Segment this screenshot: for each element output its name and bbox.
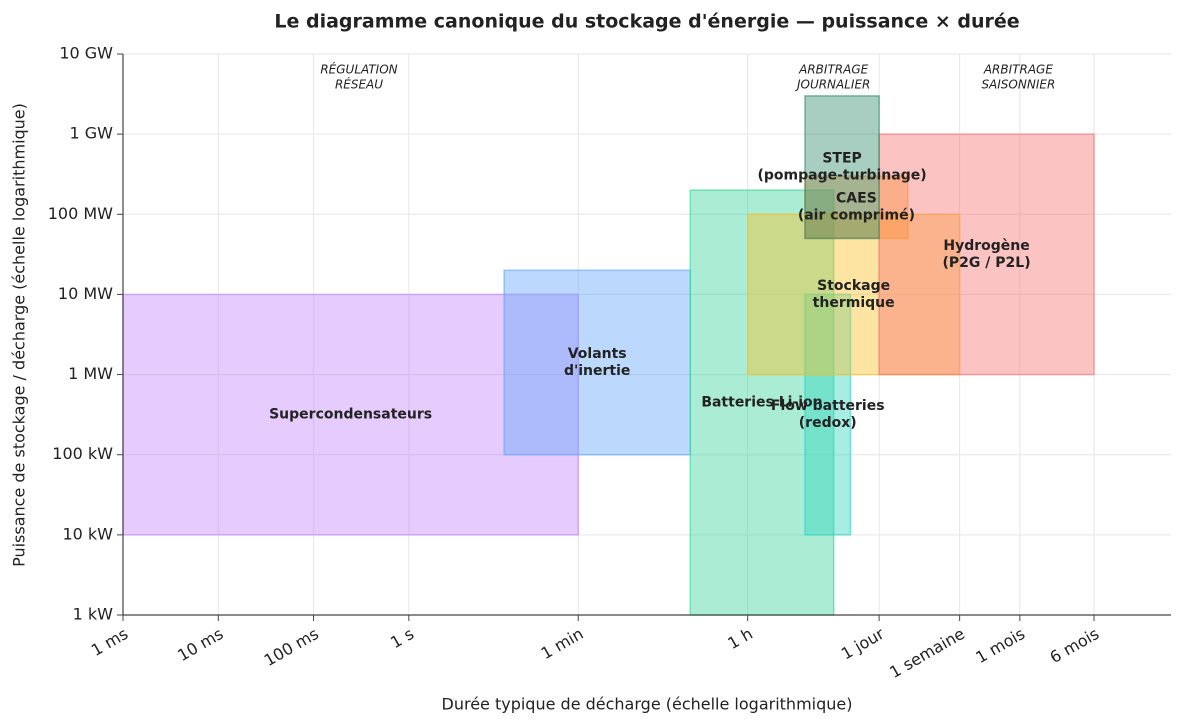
- box-label: Hydrogène: [943, 238, 1029, 254]
- x-tick-label: 6 mois: [1046, 624, 1102, 667]
- chart-title: Le diagramme canonique du stockage d'éne…: [274, 11, 1019, 33]
- box-label: Stockage: [817, 278, 890, 294]
- box-label: STEP: [822, 151, 861, 167]
- y-tick-label: 100 MW: [48, 204, 113, 223]
- box-label: CAES: [836, 191, 877, 207]
- box-label: Batteries Li-ion: [701, 395, 822, 411]
- box-label: Supercondensateurs: [269, 407, 432, 423]
- y-tick-label: 1 kW: [73, 605, 114, 624]
- range-box: [746, 213, 961, 376]
- box-label: thermique: [813, 295, 895, 311]
- x-tick-label: 1 mois: [972, 624, 1028, 667]
- range-box: [804, 293, 852, 536]
- region-annotation: RÉSEAU: [335, 77, 383, 92]
- box-label: Volants: [568, 346, 627, 362]
- x-tick-label: 1 semaine: [886, 624, 968, 682]
- x-tick-label: 10 ms: [174, 624, 226, 665]
- box-label: (P2G / P2L): [943, 255, 1031, 271]
- region-annotation: ARBITRAGE: [983, 63, 1053, 77]
- x-tick-label: 1 jour: [838, 624, 888, 664]
- range-box: [804, 95, 880, 240]
- y-tick-label: 1 MW: [68, 364, 113, 383]
- box-label: (pompage-turbinage): [757, 168, 926, 184]
- x-tick-label: 100 ms: [261, 624, 322, 670]
- range-box: [122, 293, 579, 536]
- range-box: [804, 175, 909, 240]
- region-annotation: SAISONNIER: [981, 78, 1055, 92]
- range-box: [878, 133, 1095, 376]
- x-tick-label: 1 min: [538, 624, 587, 663]
- y-tick-label: 1 GW: [70, 124, 114, 143]
- region-annotation: ARBITRAGE: [798, 63, 868, 77]
- x-tick-label: 1 ms: [88, 624, 131, 660]
- box-label: (redox): [799, 415, 857, 431]
- box-label: Flow batteries: [771, 398, 885, 414]
- region-annotation: JOURNALIER: [795, 78, 870, 92]
- range-box: [503, 269, 692, 456]
- y-tick-label: 10 GW: [59, 44, 113, 63]
- region-annotation: RÉGULATION: [320, 62, 397, 77]
- y-axis-label: Puissance de stockage / décharge (échell…: [10, 103, 29, 567]
- x-tick-label: 1 s: [387, 624, 417, 652]
- range-box: [689, 189, 835, 616]
- y-tick-label: 100 kW: [52, 444, 113, 463]
- x-axis-label: Durée typique de décharge (échelle logar…: [442, 695, 853, 714]
- x-tick-label: 1 h: [724, 624, 756, 653]
- box-label: d'inertie: [564, 363, 630, 379]
- y-tick-label: 10 kW: [62, 524, 113, 543]
- box-label: (air comprimé): [798, 208, 915, 224]
- y-tick-label: 10 MW: [58, 284, 113, 303]
